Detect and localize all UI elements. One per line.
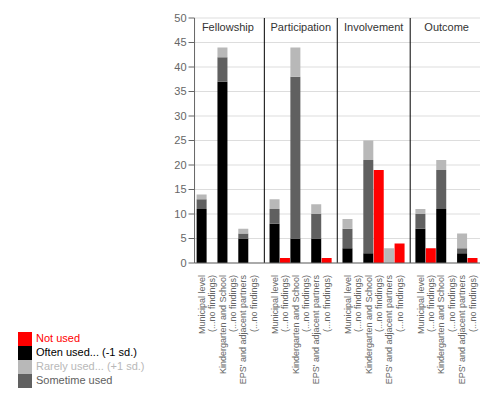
svg-text:(...no findings): (...no findings) [395,275,405,332]
svg-text:40: 40 [174,61,186,73]
svg-text:(...no findings): (...no findings) [374,275,384,332]
html-text:Not used: Not used [36,331,80,344]
html-text:Often used... (-1 sd.): Often used... (-1 sd.) [36,345,137,358]
svg-text:EPS' and adjacent partners: EPS' and adjacent partners [457,275,467,385]
svg-text:15: 15 [174,183,186,195]
svg-text:35: 35 [174,85,186,97]
svg-text:(...no findings): (...no findings) [322,275,332,332]
svg-text:Kindergarten and School: Kindergarten and School [291,275,301,374]
svg-text:50: 50 [174,12,186,24]
svg-text:(...no findings): (...no findings) [426,275,436,332]
svg-text:Kindergarten and School: Kindergarten and School [436,275,446,374]
svg-text:5: 5 [180,232,186,244]
svg-text:Municipal level: Municipal level [270,275,280,334]
svg-text:Involvement: Involvement [344,21,403,33]
svg-text:Kindergarten and School: Kindergarten and School [364,275,374,374]
svg-text:(...no findings): (...no findings) [280,275,290,332]
svg-text:EPS' and adjacent partners: EPS' and adjacent partners [311,275,321,385]
svg-text:Outcome: Outcome [424,21,469,33]
svg-text:Municipal level: Municipal level [197,275,207,334]
svg-text:Municipal level: Municipal level [343,275,353,334]
svg-text:EPS' and adjacent partners: EPS' and adjacent partners [238,275,248,385]
svg-text:45: 45 [174,36,186,48]
svg-text:(...no findings): (...no findings) [228,275,238,332]
svg-text:Participation: Participation [271,21,332,33]
svg-text:Municipal level: Municipal level [416,275,426,334]
svg-text:25: 25 [174,134,186,146]
svg-text:(...no findings): (...no findings) [468,275,478,332]
svg-text:10: 10 [174,208,186,220]
svg-text:(...no findings): (...no findings) [301,275,311,332]
html-text:Sometime used: Sometime used [36,373,113,386]
html-text:Rarely used... (+1 sd.): Rarely used... (+1 sd.) [36,359,145,372]
svg-text:(...no findings): (...no findings) [353,275,363,332]
svg-text:(...no findings): (...no findings) [249,275,259,332]
svg-text:0: 0 [180,257,186,269]
svg-text:Fellowship: Fellowship [202,21,254,33]
svg-text:EPS' and adjacent partners: EPS' and adjacent partners [384,275,394,385]
svg-text:(...no findings): (...no findings) [207,275,217,332]
svg-text:30: 30 [174,110,186,122]
svg-text:Kindergarten and School: Kindergarten and School [218,275,228,374]
svg-text:(...no findings): (...no findings) [447,275,457,332]
svg-text:20: 20 [174,159,186,171]
